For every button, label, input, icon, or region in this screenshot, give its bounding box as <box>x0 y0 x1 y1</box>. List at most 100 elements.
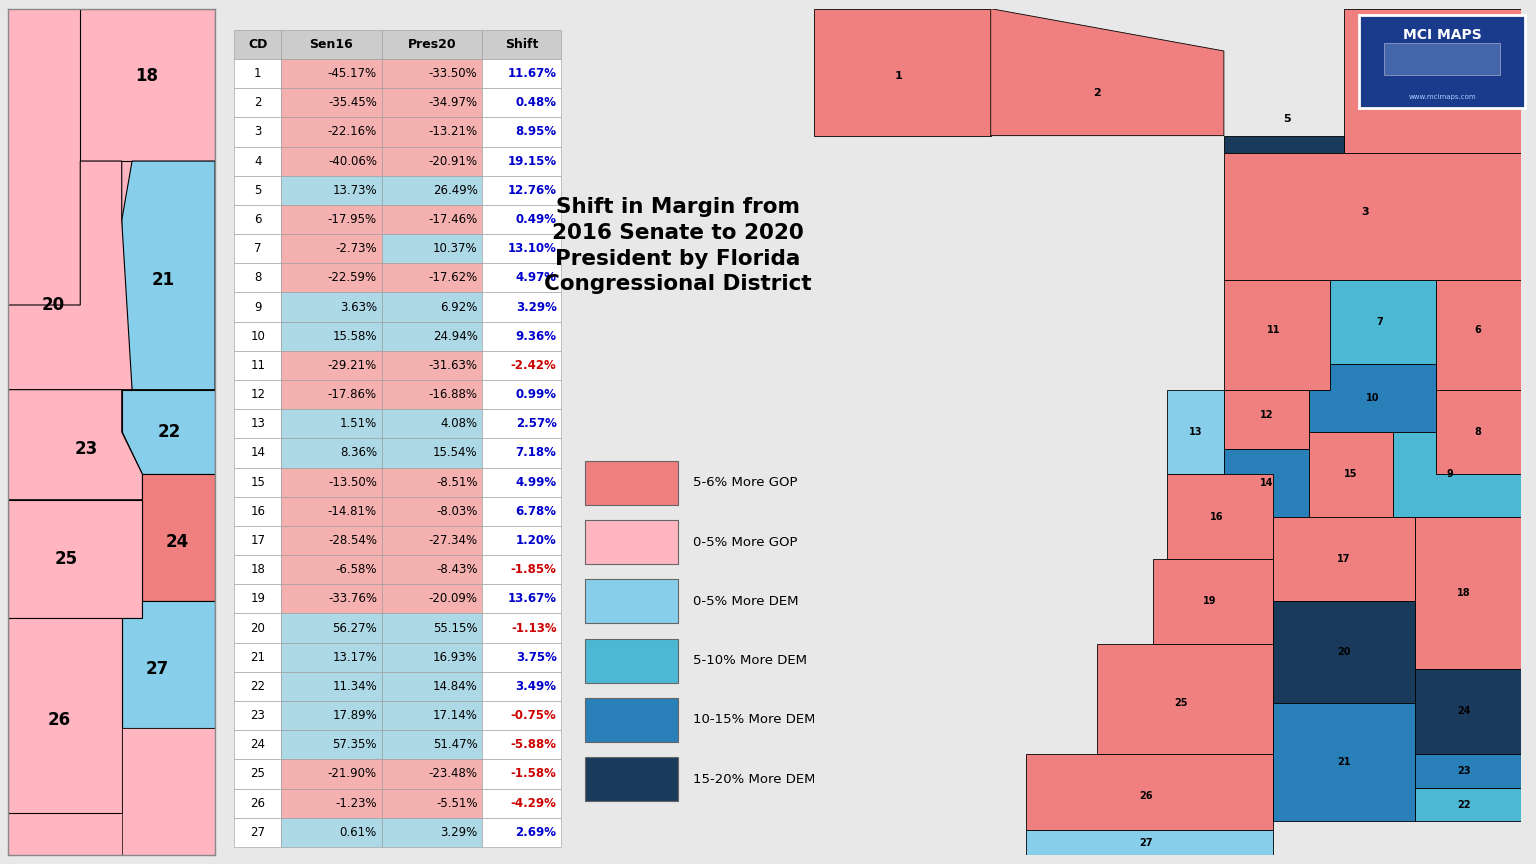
Text: 16.93%: 16.93% <box>433 651 478 664</box>
Text: 10-15% More DEM: 10-15% More DEM <box>693 714 816 727</box>
Text: -5.51%: -5.51% <box>436 797 478 810</box>
Text: 3: 3 <box>253 125 261 138</box>
Bar <box>235 817 281 847</box>
Text: 56.27%: 56.27% <box>332 621 376 634</box>
Bar <box>585 757 677 801</box>
Bar <box>281 701 381 730</box>
Text: 1: 1 <box>253 67 261 80</box>
Text: 3.75%: 3.75% <box>516 651 556 664</box>
Text: Pres20: Pres20 <box>407 38 456 51</box>
Text: -6.58%: -6.58% <box>335 563 376 576</box>
Bar <box>482 205 561 234</box>
Polygon shape <box>1415 669 1521 753</box>
Polygon shape <box>8 390 143 499</box>
Bar <box>281 175 381 205</box>
Bar <box>482 380 561 410</box>
Bar <box>482 321 561 351</box>
Bar <box>482 613 561 643</box>
Text: 2.57%: 2.57% <box>516 417 556 430</box>
Text: 11.67%: 11.67% <box>507 67 556 80</box>
Polygon shape <box>1393 432 1521 517</box>
Bar <box>482 30 561 59</box>
Bar <box>482 264 561 292</box>
Text: -28.54%: -28.54% <box>329 534 376 547</box>
Polygon shape <box>1224 153 1521 280</box>
Text: 10: 10 <box>250 330 266 343</box>
Bar <box>235 613 281 643</box>
Text: 17.89%: 17.89% <box>332 709 376 722</box>
Text: 15.58%: 15.58% <box>332 330 376 343</box>
Polygon shape <box>1224 136 1344 153</box>
Bar <box>482 467 561 497</box>
Bar <box>281 526 381 555</box>
Text: 6: 6 <box>253 213 261 226</box>
Bar <box>482 497 561 526</box>
Text: 13: 13 <box>1189 427 1203 437</box>
Text: 0.61%: 0.61% <box>339 826 376 839</box>
Text: 2: 2 <box>1092 88 1101 98</box>
Bar <box>281 584 381 613</box>
Bar <box>482 147 561 175</box>
Bar <box>381 147 482 175</box>
Text: 15.54%: 15.54% <box>433 447 478 460</box>
Polygon shape <box>814 9 991 136</box>
Text: 25: 25 <box>54 550 77 568</box>
Bar <box>381 730 482 759</box>
Text: www.mcimaps.com: www.mcimaps.com <box>1409 94 1476 100</box>
Text: -0.75%: -0.75% <box>511 709 556 722</box>
Bar <box>1384 42 1501 75</box>
Text: 0.48%: 0.48% <box>516 96 556 109</box>
Text: 19: 19 <box>250 593 266 606</box>
Text: 12: 12 <box>1260 410 1273 420</box>
Text: -1.23%: -1.23% <box>335 797 376 810</box>
Bar <box>585 638 677 683</box>
Bar <box>281 30 381 59</box>
Bar <box>235 321 281 351</box>
Bar <box>235 175 281 205</box>
Text: 13: 13 <box>250 417 266 430</box>
Text: 8: 8 <box>1475 427 1482 437</box>
Text: Sen16: Sen16 <box>309 38 353 51</box>
Text: -20.91%: -20.91% <box>429 155 478 168</box>
Bar <box>281 118 381 147</box>
Text: 25: 25 <box>1175 698 1189 708</box>
Bar <box>281 321 381 351</box>
Text: 10.37%: 10.37% <box>433 242 478 255</box>
Bar <box>281 438 381 467</box>
Bar <box>235 88 281 118</box>
Text: 10: 10 <box>1366 393 1379 403</box>
Bar <box>235 147 281 175</box>
Bar <box>381 643 482 672</box>
Bar <box>585 520 677 564</box>
Bar <box>235 701 281 730</box>
Text: 2: 2 <box>253 96 261 109</box>
Text: 3.29%: 3.29% <box>516 301 556 314</box>
Text: 11: 11 <box>250 359 266 372</box>
Text: 21: 21 <box>152 270 175 289</box>
Text: -29.21%: -29.21% <box>327 359 376 372</box>
Text: 22: 22 <box>1458 799 1471 810</box>
Text: -2.42%: -2.42% <box>511 359 556 372</box>
Text: 20: 20 <box>1338 647 1350 658</box>
Bar <box>381 175 482 205</box>
Text: 26: 26 <box>1140 791 1154 801</box>
Bar <box>235 410 281 438</box>
Polygon shape <box>991 9 1224 136</box>
Text: -2.73%: -2.73% <box>335 242 376 255</box>
Bar <box>381 817 482 847</box>
Text: 14: 14 <box>250 447 266 460</box>
Text: -17.86%: -17.86% <box>327 388 376 401</box>
Text: 27: 27 <box>146 660 169 678</box>
Text: 18: 18 <box>135 67 158 86</box>
Text: 1.20%: 1.20% <box>516 534 556 547</box>
Bar <box>381 380 482 410</box>
Bar <box>381 234 482 264</box>
Text: -35.45%: -35.45% <box>329 96 376 109</box>
Bar <box>381 467 482 497</box>
Text: -16.88%: -16.88% <box>429 388 478 401</box>
Bar <box>235 730 281 759</box>
Text: 27: 27 <box>250 826 266 839</box>
Polygon shape <box>80 9 215 161</box>
Polygon shape <box>1154 559 1273 644</box>
Bar <box>482 701 561 730</box>
